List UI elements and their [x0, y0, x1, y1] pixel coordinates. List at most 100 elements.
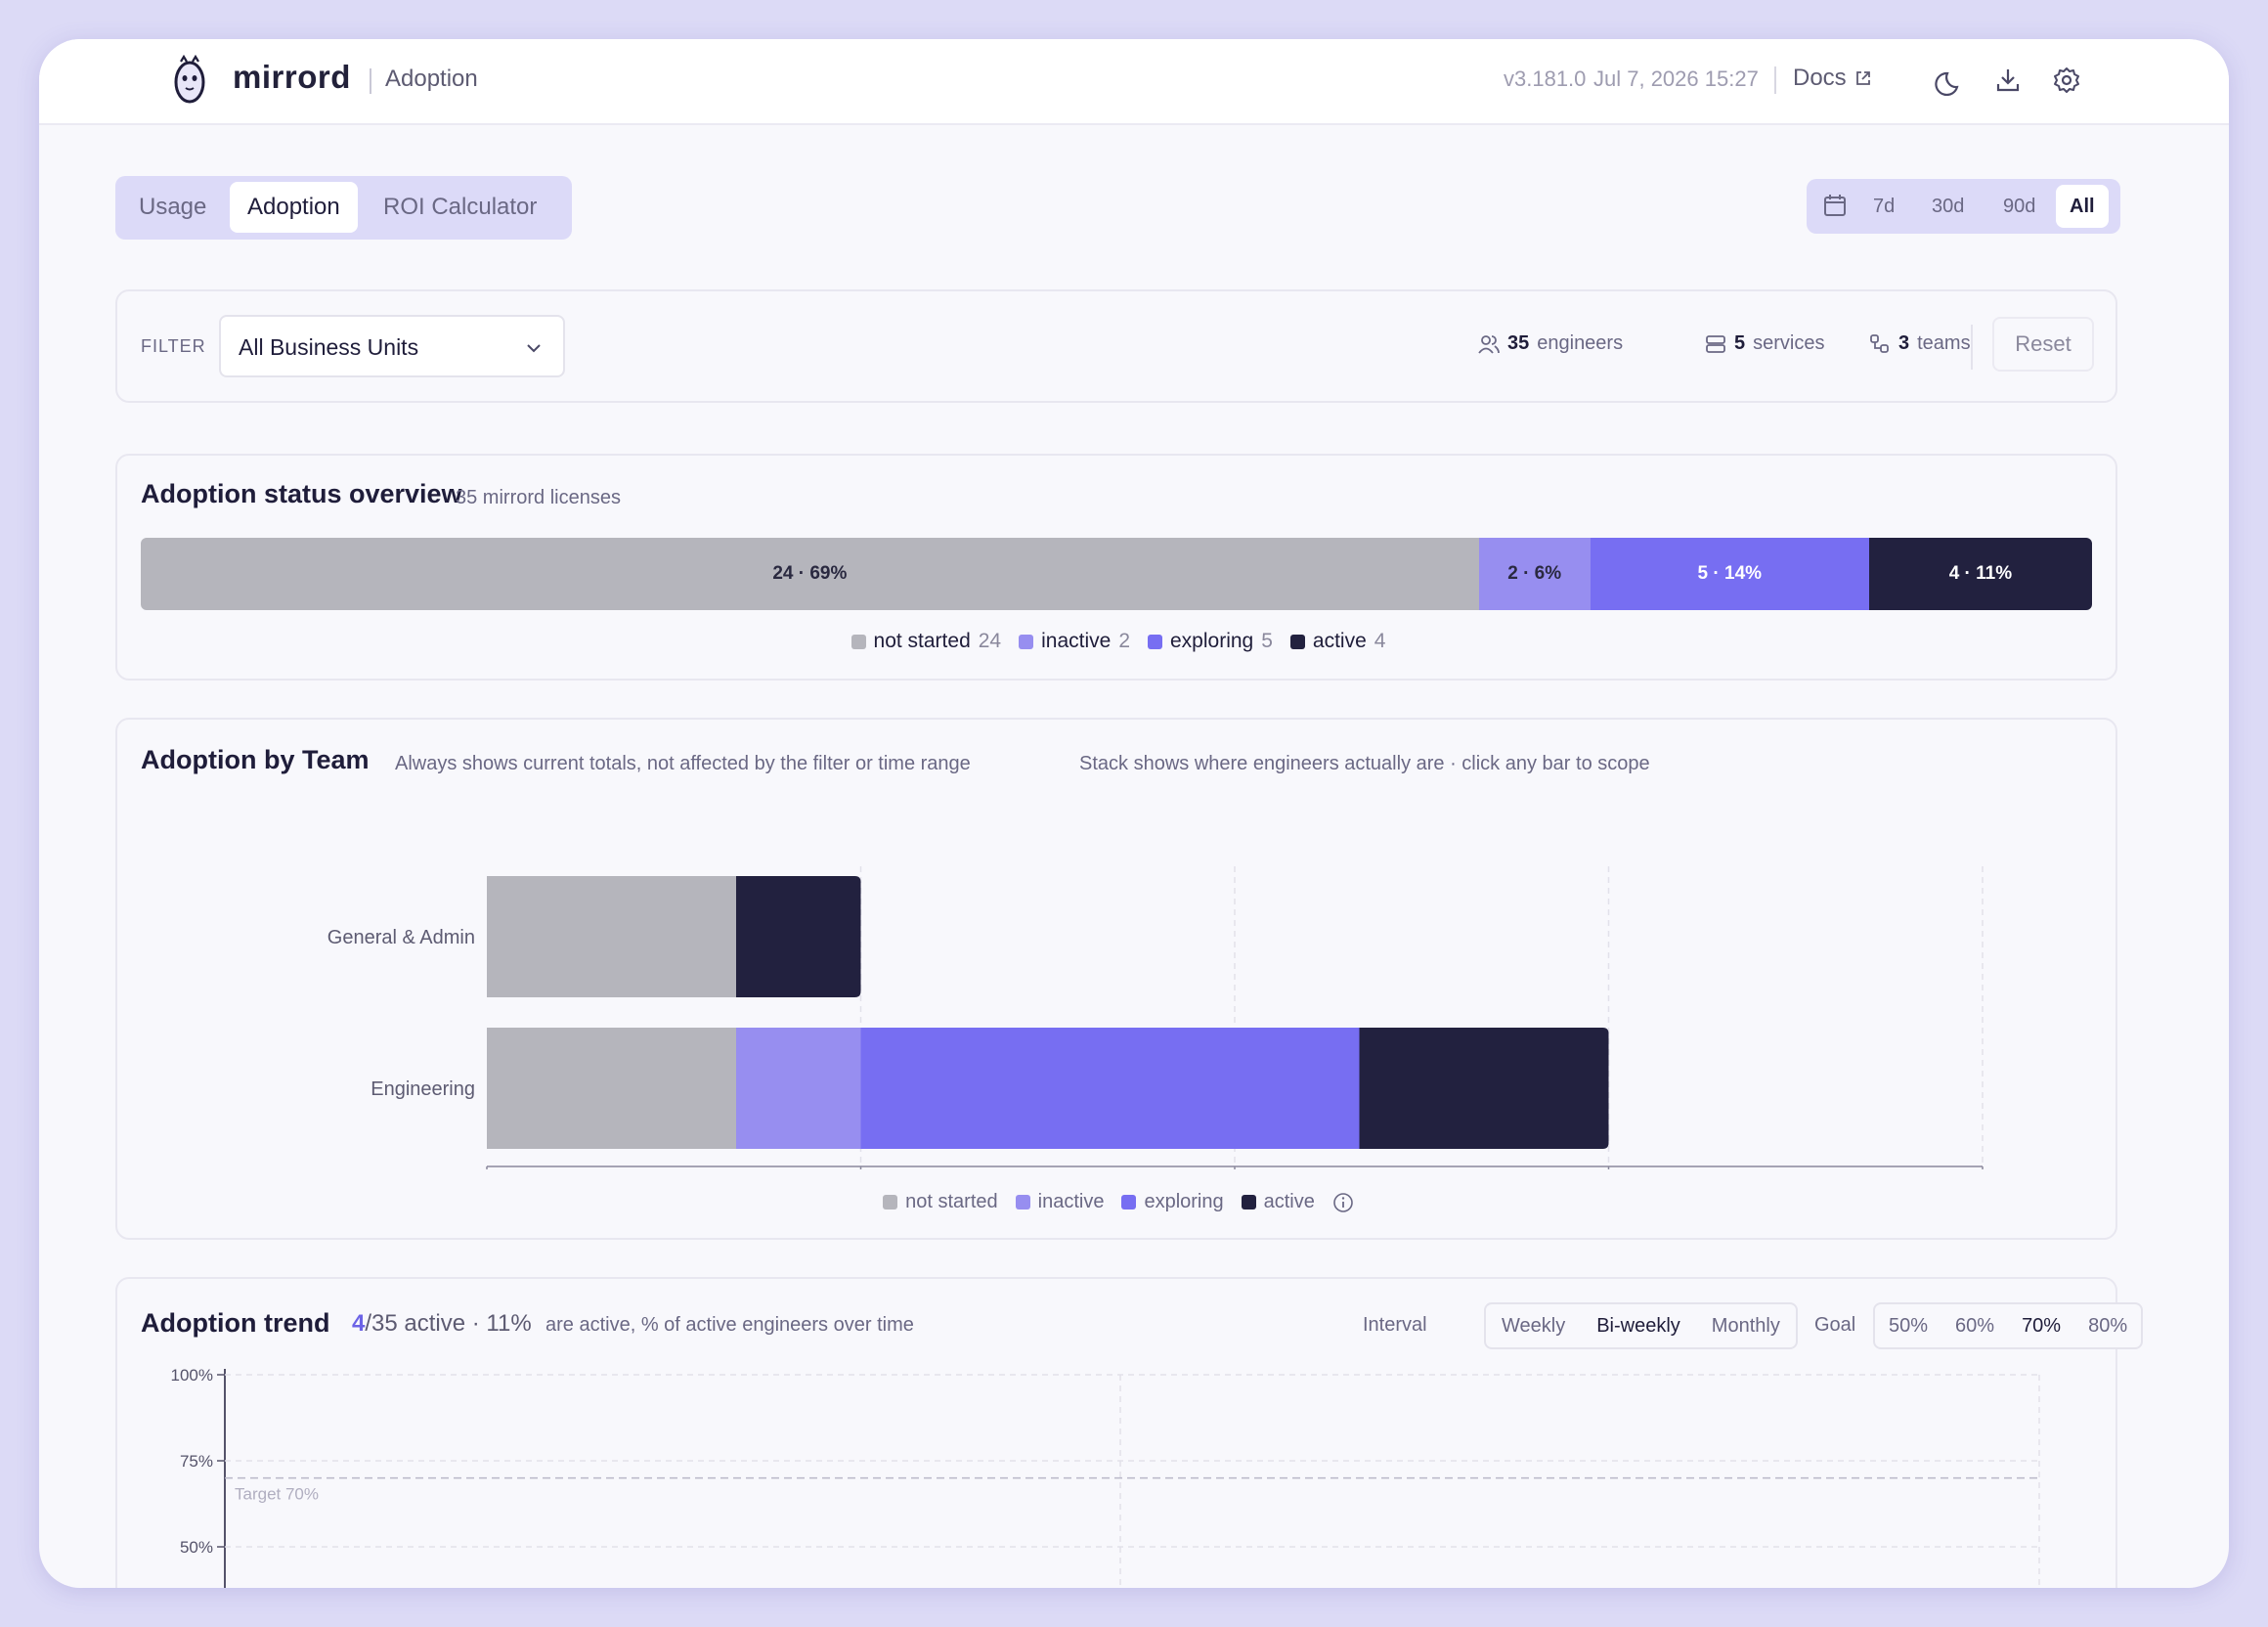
teams-icon [1870, 333, 1889, 353]
adoption-trend-chart: 100% 75% 50% Target 70% [171, 1366, 2040, 1588]
legend-label: inactive [1037, 1191, 1105, 1212]
info-icon[interactable] [1332, 1192, 1354, 1213]
legend-label: active [1263, 1191, 1315, 1212]
legend-label: not started [905, 1191, 998, 1212]
legend-count: 24 [978, 630, 1002, 652]
range-all[interactable]: All [2056, 185, 2109, 228]
adoption-by-team-card: Adoption by Team Always shows current to… [115, 718, 2117, 1240]
legend-swatch [1015, 1195, 1030, 1209]
legend-item-exploring: exploring 5 [1148, 630, 1273, 653]
tab-roi-calculator[interactable]: ROI Calculator [383, 194, 538, 220]
goal-selector: 50% 60% 70% 80% [1873, 1302, 2144, 1349]
main-tabs: Usage Adoption ROI Calculator [115, 176, 572, 240]
interval-monthly[interactable]: Monthly [1711, 1315, 1780, 1337]
dark-mode-moon-icon[interactable] [1934, 65, 1965, 96]
page-title: Adoption [385, 66, 478, 92]
goal-60[interactable]: 60% [1955, 1315, 1995, 1337]
tab-adoption[interactable]: Adoption [230, 182, 358, 233]
teams-label: teams [1917, 332, 1971, 354]
legend-swatch [883, 1195, 898, 1209]
business-unit-select[interactable]: All Business Units [219, 315, 565, 377]
team-note-scope: Stack shows where engineers actually are… [1079, 753, 1650, 774]
y-tick-label: 100% [171, 1366, 213, 1385]
legend-swatch [1289, 634, 1305, 649]
legend-label: exploring [1170, 630, 1254, 652]
docs-label: Docs [1793, 65, 1847, 91]
y-tick-label: 75% [180, 1452, 213, 1471]
app-window: mirrord Adoption v3.181.0 Jul 7, 2026 15… [39, 39, 2229, 1588]
settings-gear-icon[interactable] [2051, 65, 2082, 96]
bar-segment-not-started[interactable] [487, 1028, 736, 1149]
legend-item-not-started: not started 24 [850, 630, 1002, 653]
interval-weekly[interactable]: Weekly [1502, 1315, 1566, 1337]
interval-label: Interval [1363, 1314, 1427, 1336]
range-90d[interactable]: 90d [2003, 196, 2036, 217]
services-label: services [1753, 332, 1825, 354]
services-count: 5 [1734, 332, 1746, 354]
mirrord-logo-icon [174, 55, 205, 104]
brand-divider [370, 68, 371, 94]
team-legend-item-not-started: not started [883, 1191, 998, 1213]
bar-segment-exploring[interactable] [860, 1028, 1360, 1149]
timestamp-label: Jul 7, 2026 15:27 [1593, 66, 1759, 91]
goal-70[interactable]: 70% [2022, 1315, 2062, 1337]
status-segment-active[interactable]: 4 · 11% [1868, 538, 2092, 610]
trend-active-count: 4 [352, 1310, 366, 1337]
range-30d[interactable]: 30d [1932, 196, 1965, 217]
status-segment-not-started[interactable]: 24 · 69% [141, 538, 1479, 610]
team-legend-item-inactive: inactive [1015, 1191, 1105, 1213]
y-tick-label: 50% [180, 1538, 213, 1557]
legend-item-inactive: inactive 2 [1019, 630, 1130, 653]
legend-count: 5 [1261, 630, 1273, 652]
bar-segment-not-started[interactable] [487, 876, 736, 997]
category-label: General & Admin [327, 927, 475, 948]
trend-description: are active, % of active engineers over t… [545, 1314, 914, 1336]
goal-50[interactable]: 50% [1889, 1315, 1929, 1337]
team-title: Adoption by Team [141, 745, 370, 774]
team-stacked-bar-chart: General & AdminEngineering036912 [327, 866, 1984, 1169]
overview-legend: not started 24 inactive 2 exploring 5 active 4 [117, 630, 2119, 653]
goal-80[interactable]: 80% [2088, 1315, 2128, 1337]
engineers-label: engineers [1537, 332, 1624, 354]
status-segment-inactive[interactable]: 2 · 6% [1478, 538, 1591, 610]
brand-name: mirrord [233, 59, 351, 95]
trend-active-summary: 4/35 active · 11% [352, 1310, 532, 1338]
stats-divider [1971, 325, 1973, 370]
version-label: v3.181.0 [1504, 66, 1587, 91]
trend-title: Adoption trend [141, 1308, 330, 1338]
range-7d[interactable]: 7d [1873, 196, 1896, 217]
status-stacked-bar[interactable]: 24 · 69% 2 · 6% 5 · 14% 4 · 11% [141, 538, 2092, 610]
team-note-filter: Always shows current totals, not affecte… [395, 753, 971, 774]
trend-total-text: /35 active · 11% [365, 1310, 532, 1337]
legend-swatch [1148, 634, 1162, 649]
docs-link[interactable]: Docs [1793, 65, 1872, 92]
overview-title: Adoption status overview [141, 479, 462, 508]
filter-label: FILTER [141, 336, 206, 356]
legend-item-active: active 4 [1289, 630, 1386, 653]
bar-segment-active[interactable] [1359, 1028, 1609, 1149]
download-icon[interactable] [1992, 65, 2024, 96]
overview-subtitle: 35 mirrord licenses [456, 487, 621, 508]
goal-label: Goal [1814, 1314, 1856, 1336]
filter-card: FILTER All Business Units 35 engineers 5… [115, 289, 2117, 403]
teams-count: 3 [1898, 332, 1910, 354]
bar-segment-active[interactable] [736, 876, 861, 997]
legend-swatch [850, 634, 866, 649]
status-segment-exploring[interactable]: 5 · 14% [1590, 538, 1869, 610]
interval-bi-weekly[interactable]: Bi-weekly [1596, 1315, 1680, 1337]
services-stat: 5 services [1705, 332, 1824, 355]
legend-count: 4 [1374, 630, 1386, 652]
bar-segment-inactive[interactable] [736, 1028, 861, 1149]
reset-button[interactable]: Reset [1992, 317, 2094, 372]
time-range-selector: 7d 30d 90d All [1807, 179, 2120, 234]
teams-stat: 3 teams [1869, 332, 1971, 355]
server-icon [1706, 334, 1725, 353]
adoption-overview-card: Adoption status overview 35 mirrord lice… [115, 454, 2117, 681]
chevron-down-icon [527, 344, 541, 353]
category-label: Engineering [371, 1078, 475, 1100]
engineers-count: 35 [1507, 332, 1530, 354]
team-legend-item-active: active [1241, 1191, 1315, 1213]
engineers-stat: 35 engineers [1478, 332, 1623, 355]
top-bar: mirrord Adoption v3.181.0 Jul 7, 2026 15… [39, 39, 2229, 125]
tab-usage[interactable]: Usage [139, 194, 207, 220]
